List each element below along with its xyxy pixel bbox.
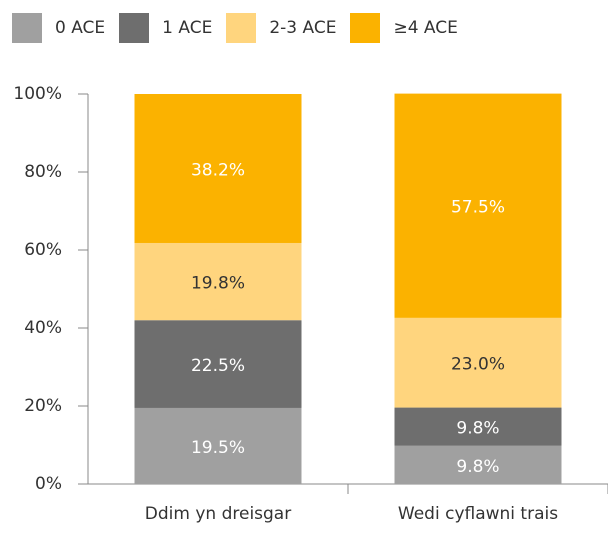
data-label: 19.8% xyxy=(191,274,245,294)
bar-segment xyxy=(134,94,302,243)
data-label: 57.5% xyxy=(451,198,505,218)
y-tick-label: 100% xyxy=(13,84,62,104)
legend-label: ≥4 ACE xyxy=(393,18,458,38)
data-label: 23.0% xyxy=(451,355,505,375)
legend-item: 0 ACE xyxy=(12,13,105,43)
x-tick-label: Ddim yn dreisgar xyxy=(144,504,292,524)
y-tick-label: 0% xyxy=(35,474,62,494)
y-tick-label: 80% xyxy=(24,162,62,182)
legend-swatch xyxy=(119,13,150,43)
legend-item: 1 ACE xyxy=(119,13,212,43)
data-label: 9.8% xyxy=(456,419,499,439)
bar-segment xyxy=(134,407,302,484)
y-tick-label: 20% xyxy=(24,396,62,416)
legend-item: 2-3 ACE xyxy=(226,13,336,43)
data-label: 9.8% xyxy=(456,457,499,477)
bar-segment xyxy=(134,320,302,408)
bar-segment xyxy=(134,242,302,321)
y-tick-label: 60% xyxy=(24,240,62,260)
legend-swatch xyxy=(226,13,257,43)
y-tick-label: 40% xyxy=(24,318,62,338)
legend-label: 1 ACE xyxy=(162,18,213,38)
legend-item: ≥4 ACE xyxy=(350,13,458,43)
legend-label: 0 ACE xyxy=(55,18,106,38)
bar-segment xyxy=(394,317,562,408)
legend-label: 2-3 ACE xyxy=(269,18,337,38)
data-label: 38.2% xyxy=(191,160,245,180)
legend-swatch xyxy=(12,13,42,43)
legend-swatch xyxy=(350,13,381,43)
bar-segment xyxy=(394,445,562,484)
data-label: 22.5% xyxy=(191,356,245,376)
legend: 0 ACE 1 ACE 2-3 ACE ≥4 ACE xyxy=(12,13,472,43)
x-tick-label: Wedi cyflawni trais xyxy=(397,504,559,524)
bar-segment xyxy=(394,407,562,446)
bar-segment xyxy=(394,93,562,318)
data-label: 19.5% xyxy=(191,438,245,458)
